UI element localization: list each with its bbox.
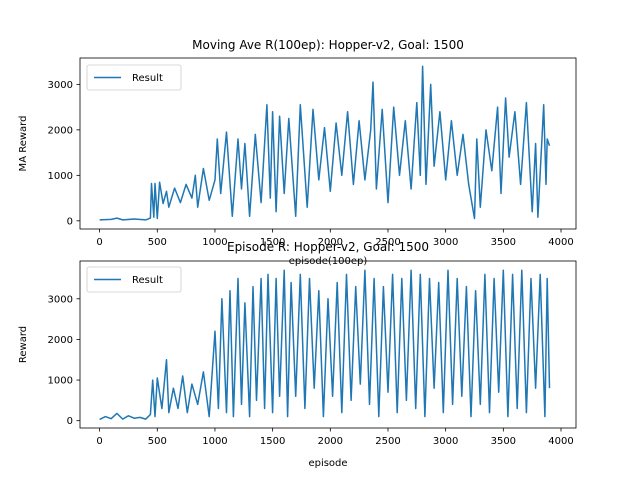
legend: Result <box>86 266 182 293</box>
axes-frame <box>79 57 577 230</box>
x-axis-label: episode <box>308 458 347 469</box>
x-tick-label: 1000 <box>202 436 227 447</box>
x-tick-label: 1500 <box>260 237 285 248</box>
legend-entry-result: Result <box>132 73 163 84</box>
y-tick-label: 0 <box>67 216 73 227</box>
y-tick-label: 1000 <box>48 376 73 387</box>
legend-entry-result: Result <box>132 275 163 286</box>
x-tick-label: 3000 <box>433 436 458 447</box>
y-tick-label: 2000 <box>48 335 73 346</box>
y-tick-label: 3000 <box>48 80 73 91</box>
x-tick-label: 3000 <box>433 237 458 248</box>
x-tick-label: 1000 <box>202 237 227 248</box>
x-tick-label: 0 <box>96 237 102 248</box>
chart-title: Moving Ave R(100ep): Hopper-v2, Goal: 15… <box>192 38 464 52</box>
moving-average-plot: 0 500 1000 1500 2000 2500 3000 3500 4000 0 1000 20… <box>18 38 577 267</box>
y-axis-label: Reward <box>18 326 29 363</box>
x-tick-label: 2000 <box>318 436 343 447</box>
chart-title: Episode R: Hopper-v2, Goal: 1500 <box>227 240 429 254</box>
x-tick-label: 3500 <box>491 237 516 248</box>
x-tick-label: 4000 <box>548 237 573 248</box>
legend-box <box>86 266 182 293</box>
x-axis-label: episode(100ep) <box>289 256 368 267</box>
x-tick-label: 500 <box>148 436 167 447</box>
x-tick-label: 500 <box>148 237 167 248</box>
x-tick-label: 1500 <box>260 436 285 447</box>
episode-reward-plot: 0 500 1000 1500 2000 2500 3000 3500 4000 0 1000 20… <box>18 240 577 469</box>
x-axis-ticks: 0 500 1000 1500 2000 2500 3000 3500 4000 <box>96 428 574 447</box>
legend-box <box>86 64 182 91</box>
series-line-result-ma <box>99 65 551 221</box>
axes-frame <box>79 260 577 429</box>
x-tick-label: 4000 <box>548 436 573 447</box>
x-tick-label: 2500 <box>375 237 400 248</box>
x-tick-label: 3500 <box>491 436 516 447</box>
y-axis-label: MA Reward <box>18 116 29 172</box>
series-line-result-episode <box>99 269 551 421</box>
y-tick-label: 3000 <box>48 294 73 305</box>
x-tick-label: 2500 <box>375 436 400 447</box>
x-axis-ticks: 0 500 1000 1500 2000 2500 3000 3500 4000 <box>96 229 574 248</box>
y-axis-ticks: 0 1000 2000 3000 <box>48 80 80 227</box>
y-tick-label: 0 <box>67 416 73 427</box>
y-tick-label: 1000 <box>48 171 73 182</box>
x-tick-label: 2000 <box>318 237 343 248</box>
y-axis-ticks: 0 1000 2000 3000 <box>48 294 80 427</box>
y-tick-label: 2000 <box>48 125 73 136</box>
legend: Result <box>86 64 182 91</box>
x-tick-label: 0 <box>96 436 102 447</box>
